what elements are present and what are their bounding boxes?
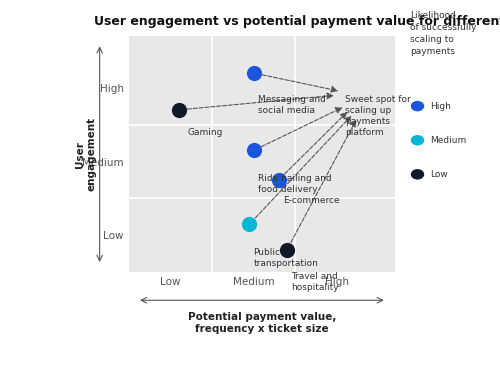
Point: [250, 147, 258, 153]
Point: [274, 177, 282, 183]
Text: Travel and
hospitality: Travel and hospitality: [291, 272, 339, 292]
Text: Likelihood
of successfully
scaling to
payments: Likelihood of successfully scaling to pa…: [410, 11, 476, 56]
Point: [246, 221, 254, 227]
Text: Medium: Medium: [430, 136, 466, 145]
Point: [174, 107, 182, 113]
Point: [250, 70, 258, 76]
Text: High: High: [430, 102, 451, 111]
Text: User
engagement: User engagement: [74, 117, 96, 191]
Text: Sweet spot for
scaling up
payments
platform: Sweet spot for scaling up payments platf…: [345, 95, 411, 138]
Text: E-commerce: E-commerce: [282, 196, 340, 205]
X-axis label: Potential payment value,
frequency x ticket size: Potential payment value, frequency x tic…: [188, 312, 336, 334]
Text: Public
transportation: Public transportation: [254, 248, 318, 268]
Text: Ride hailing and
food delivery: Ride hailing and food delivery: [258, 174, 332, 194]
Text: Low: Low: [430, 170, 448, 179]
Point: [283, 247, 291, 253]
Text: Messaging and
social media: Messaging and social media: [258, 95, 326, 115]
Text: User engagement vs potential payment value for different digital ecosystems: User engagement vs potential payment val…: [94, 15, 500, 28]
Text: Gaming: Gaming: [187, 128, 222, 137]
